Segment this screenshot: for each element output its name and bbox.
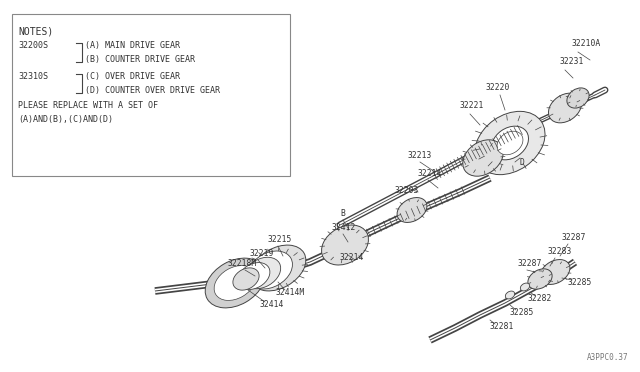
Ellipse shape [397, 198, 427, 222]
Ellipse shape [528, 269, 552, 289]
Text: B: B [340, 209, 345, 218]
Text: 32214: 32214 [418, 169, 442, 178]
Ellipse shape [540, 260, 570, 285]
Ellipse shape [548, 93, 582, 123]
Text: 32310S: 32310S [18, 72, 48, 81]
Text: (C) OVER DRIVE GEAR: (C) OVER DRIVE GEAR [85, 72, 180, 81]
Text: 32285: 32285 [568, 278, 593, 287]
Text: 32287: 32287 [562, 233, 586, 242]
Ellipse shape [497, 131, 523, 155]
Text: PLEASE REPLACE WITH A SET OF: PLEASE REPLACE WITH A SET OF [18, 101, 158, 110]
Text: 32218M: 32218M [228, 259, 257, 268]
Text: 32281: 32281 [490, 322, 515, 331]
Text: 32285: 32285 [510, 308, 534, 317]
Ellipse shape [243, 257, 281, 289]
Text: 32287: 32287 [518, 259, 542, 268]
Ellipse shape [233, 268, 259, 290]
Text: 32200S: 32200S [18, 41, 48, 50]
Ellipse shape [506, 291, 515, 299]
Ellipse shape [492, 126, 529, 160]
Text: 32203: 32203 [395, 186, 419, 195]
Ellipse shape [321, 225, 369, 265]
Text: (A) MAIN DRIVE GEAR: (A) MAIN DRIVE GEAR [85, 41, 180, 50]
Text: 32414: 32414 [260, 300, 284, 309]
Text: 32282: 32282 [528, 294, 552, 303]
Text: 32412: 32412 [332, 223, 356, 232]
Text: (D) COUNTER OVER DRIVE GEAR: (D) COUNTER OVER DRIVE GEAR [85, 86, 220, 95]
Text: 32231: 32231 [560, 57, 584, 66]
Ellipse shape [475, 111, 545, 174]
Ellipse shape [248, 251, 292, 289]
Ellipse shape [463, 140, 503, 176]
Text: 32414M: 32414M [276, 288, 305, 297]
Bar [12, 14, 290, 176]
Ellipse shape [205, 258, 265, 308]
Text: 32210A: 32210A [572, 39, 601, 48]
Text: 32214: 32214 [340, 253, 364, 262]
Text: 32221: 32221 [460, 101, 484, 110]
Text: 32220: 32220 [486, 83, 510, 92]
Text: 32215: 32215 [268, 235, 292, 244]
Text: 32213: 32213 [408, 151, 433, 160]
Text: NOTES): NOTES) [18, 26, 53, 36]
Ellipse shape [238, 263, 270, 289]
Ellipse shape [520, 283, 530, 291]
Text: 32283: 32283 [548, 247, 572, 256]
Ellipse shape [567, 88, 589, 108]
Text: D: D [520, 158, 525, 167]
Ellipse shape [250, 245, 306, 291]
Text: 32219: 32219 [250, 249, 275, 258]
Ellipse shape [214, 266, 256, 301]
Text: (A)AND(B),(C)AND(D): (A)AND(B),(C)AND(D) [18, 115, 113, 124]
Text: (B) COUNTER DRIVE GEAR: (B) COUNTER DRIVE GEAR [85, 55, 195, 64]
Text: A3PPC0.37: A3PPC0.37 [586, 353, 628, 362]
